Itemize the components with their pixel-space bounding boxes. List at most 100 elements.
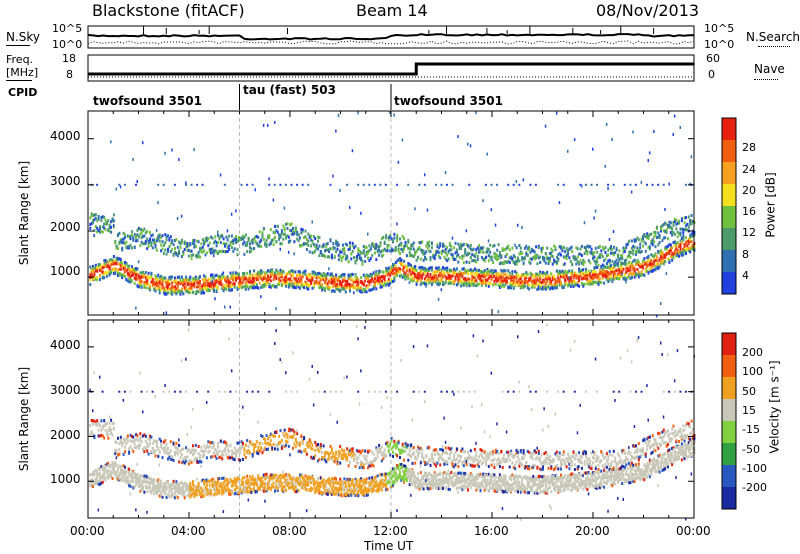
- scatter-cell: [339, 282, 342, 286]
- scatter-cell: [312, 270, 315, 274]
- scatter-cell: [486, 247, 489, 251]
- scatter-noise: [657, 183, 660, 186]
- scatter-cell: [246, 250, 249, 254]
- scatter-cell: [655, 262, 658, 266]
- scatter-cell: [303, 286, 306, 290]
- scatter-cell: [185, 245, 188, 249]
- scatter-cell: [555, 269, 558, 273]
- scatter-cell: [200, 460, 203, 464]
- scatter-cell: [411, 268, 414, 272]
- scatter-cell: [101, 480, 104, 484]
- scatter-cell: [468, 252, 471, 256]
- scatter-cell: [443, 282, 446, 286]
- scatter-cell: [582, 282, 585, 286]
- scatter-cell: [118, 452, 121, 456]
- scatter-cell: [157, 273, 160, 277]
- scatter-cell: [165, 480, 168, 484]
- scatter-cell: [660, 252, 662, 256]
- scatter-cell: [676, 241, 679, 245]
- scatter-cell: [303, 236, 306, 240]
- scatter-noise: [346, 183, 349, 186]
- scatter-cell: [89, 473, 92, 476]
- scatter-cell: [192, 283, 194, 287]
- scatter-cell: [671, 230, 674, 234]
- scatter-cell: [633, 270, 636, 274]
- scatter-cell: [299, 244, 301, 248]
- scatter-cell: [657, 266, 660, 270]
- scatter-cell: [554, 247, 557, 251]
- scatter-cell: [660, 229, 662, 233]
- scatter-cell: [139, 479, 142, 482]
- scatter-cell: [307, 239, 310, 243]
- scatter-cell: [611, 248, 614, 252]
- scatter-cell: [105, 264, 108, 268]
- scatter-cell: [540, 280, 543, 284]
- scatter-cell: [187, 487, 190, 491]
- scatter-cell: [305, 282, 308, 286]
- scatter-cell: [325, 248, 328, 252]
- scatter-cell: [100, 265, 103, 269]
- scatter-cell: [548, 282, 551, 285]
- scatter-cell: [350, 274, 353, 278]
- scatter-cell: [90, 212, 93, 216]
- scatter-cell: [157, 486, 160, 490]
- scatter-cell: [329, 247, 332, 251]
- scatter-cell: [158, 288, 161, 292]
- scatter-cell: [679, 251, 682, 255]
- scatter-cell: [294, 279, 297, 283]
- scatter-cell: [104, 228, 107, 232]
- scatter-cell: [175, 282, 178, 286]
- scatter-cell: [501, 281, 504, 285]
- scatter-cell: [353, 246, 356, 250]
- scatter-cell: [553, 283, 556, 287]
- scatter-cell: [626, 264, 629, 268]
- scatter-cell: [575, 262, 578, 266]
- scatter-cell: [185, 459, 188, 463]
- scatter-noise: [222, 271, 225, 275]
- scatter-cell: [396, 239, 399, 243]
- scatter-cell: [335, 273, 338, 277]
- scatter-cell: [383, 280, 386, 284]
- scatter-noise: [140, 475, 143, 479]
- scatter-cell: [621, 265, 624, 269]
- scatter-cell: [424, 282, 426, 286]
- scatter-cell: [147, 239, 150, 243]
- scatter-cell: [143, 480, 146, 484]
- scatter-cell: [618, 271, 621, 275]
- scatter-cell: [157, 483, 160, 487]
- scatter-cell: [471, 253, 474, 257]
- scatter-cell: [578, 261, 581, 265]
- scatter-cell: [480, 274, 483, 278]
- scatter-cell: [314, 237, 317, 241]
- scatter-cell: [203, 281, 206, 285]
- scatter-cell: [633, 267, 636, 271]
- scatter-cell: [147, 286, 150, 290]
- scatter-cell: [608, 276, 611, 280]
- scatter-cell: [315, 247, 318, 251]
- scatter-cell: [583, 282, 586, 286]
- scatter-cell: [217, 233, 219, 237]
- scatter-cell: [557, 276, 560, 280]
- scatter-cell: [164, 289, 167, 293]
- scatter-noise: [580, 184, 583, 188]
- scatter-cell: [580, 282, 583, 285]
- scatter-cell: [629, 250, 632, 254]
- scatter-cell: [679, 246, 682, 250]
- scatter-cell: [597, 246, 600, 249]
- scatter-cell: [172, 482, 175, 486]
- scatter-cell: [328, 249, 331, 253]
- scatter-cell: [389, 249, 392, 253]
- scatter-noise: [273, 183, 276, 186]
- scatter-cell: [212, 282, 215, 286]
- scatter-cell: [375, 243, 378, 246]
- scatter-cell: [498, 286, 501, 289]
- scatter-cell: [382, 235, 385, 239]
- scatter-cell: [183, 456, 186, 460]
- scatter-cell: [139, 227, 142, 231]
- scatter-cell: [332, 242, 335, 245]
- scatter-cell: [367, 286, 369, 290]
- scatter-cell: [119, 238, 122, 242]
- scatter-cell: [479, 246, 482, 250]
- scatter-cell: [585, 270, 587, 273]
- scatter-cell: [551, 262, 554, 266]
